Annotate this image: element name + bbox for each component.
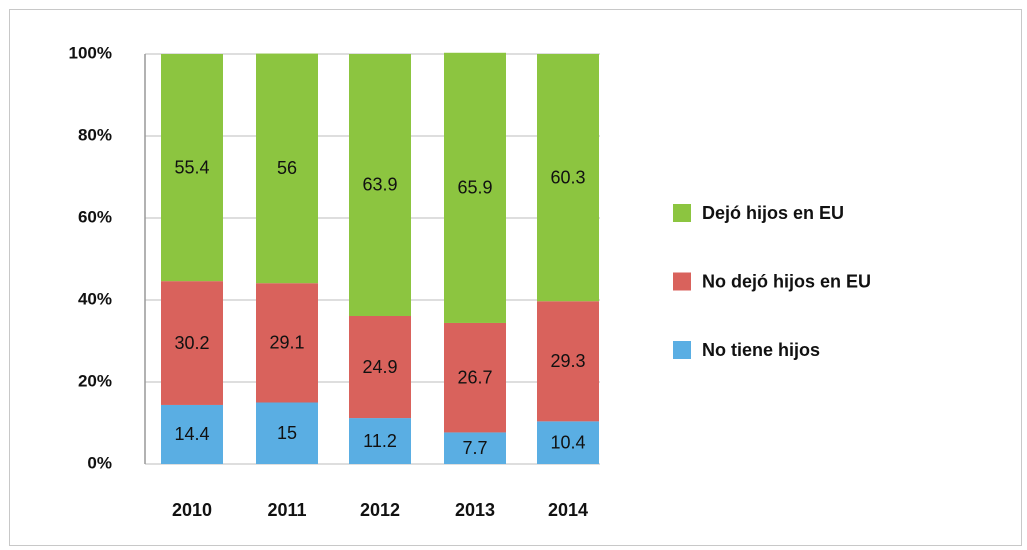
bar-segment	[349, 418, 411, 464]
bar-segment	[349, 315, 411, 419]
legend-label: Dejó hijos en EU	[702, 203, 844, 223]
bar-segment	[444, 432, 506, 464]
y-tick-label: 0%	[87, 453, 112, 472]
value-label: 30.2	[174, 333, 209, 353]
legend-swatch	[673, 204, 691, 222]
x-tick-label: 2013	[455, 500, 495, 520]
value-label: 26.7	[457, 367, 492, 387]
y-tick-label: 80%	[78, 125, 112, 144]
x-tick-label: 2011	[267, 500, 306, 520]
y-tick-label: 100%	[69, 43, 112, 62]
value-label: 65.9	[457, 178, 492, 198]
bar-segment	[256, 283, 318, 403]
y-tick-label: 40%	[78, 289, 112, 308]
legend-swatch	[673, 341, 691, 359]
bar-segment	[161, 404, 223, 464]
legend-label: No dejó hijos en EU	[702, 271, 871, 291]
value-label: 60.3	[550, 167, 585, 187]
value-label: 24.9	[362, 357, 397, 377]
bar-segment	[349, 54, 411, 316]
value-label: 63.9	[362, 175, 397, 195]
value-label: 11.2	[363, 431, 397, 451]
value-label: 15	[277, 423, 297, 443]
x-tick-label: 2012	[360, 500, 400, 520]
bar-segment	[537, 301, 599, 422]
value-label: 10.4	[550, 432, 585, 452]
bar-segment	[161, 281, 223, 405]
y-tick-label: 20%	[78, 371, 112, 390]
x-tick-label: 2010	[172, 500, 212, 520]
legend-label: No tiene hijos	[702, 340, 820, 360]
value-label: 55.4	[174, 157, 209, 177]
bar-segment	[161, 54, 223, 282]
value-label: 29.3	[550, 351, 585, 371]
bar-segment	[256, 53, 318, 284]
y-tick-label: 60%	[78, 207, 112, 226]
bar-segment	[537, 54, 599, 302]
bar-segment	[444, 322, 506, 433]
x-tick-label: 2014	[548, 500, 588, 520]
value-label: 56	[277, 158, 297, 178]
value-label: 7.7	[462, 438, 487, 458]
bar-segment	[444, 52, 506, 323]
value-label: 14.4	[174, 424, 209, 444]
value-label: 29.1	[269, 333, 304, 353]
bar-segment	[537, 421, 599, 464]
legend-swatch	[673, 272, 691, 291]
bar-segment	[256, 402, 318, 464]
